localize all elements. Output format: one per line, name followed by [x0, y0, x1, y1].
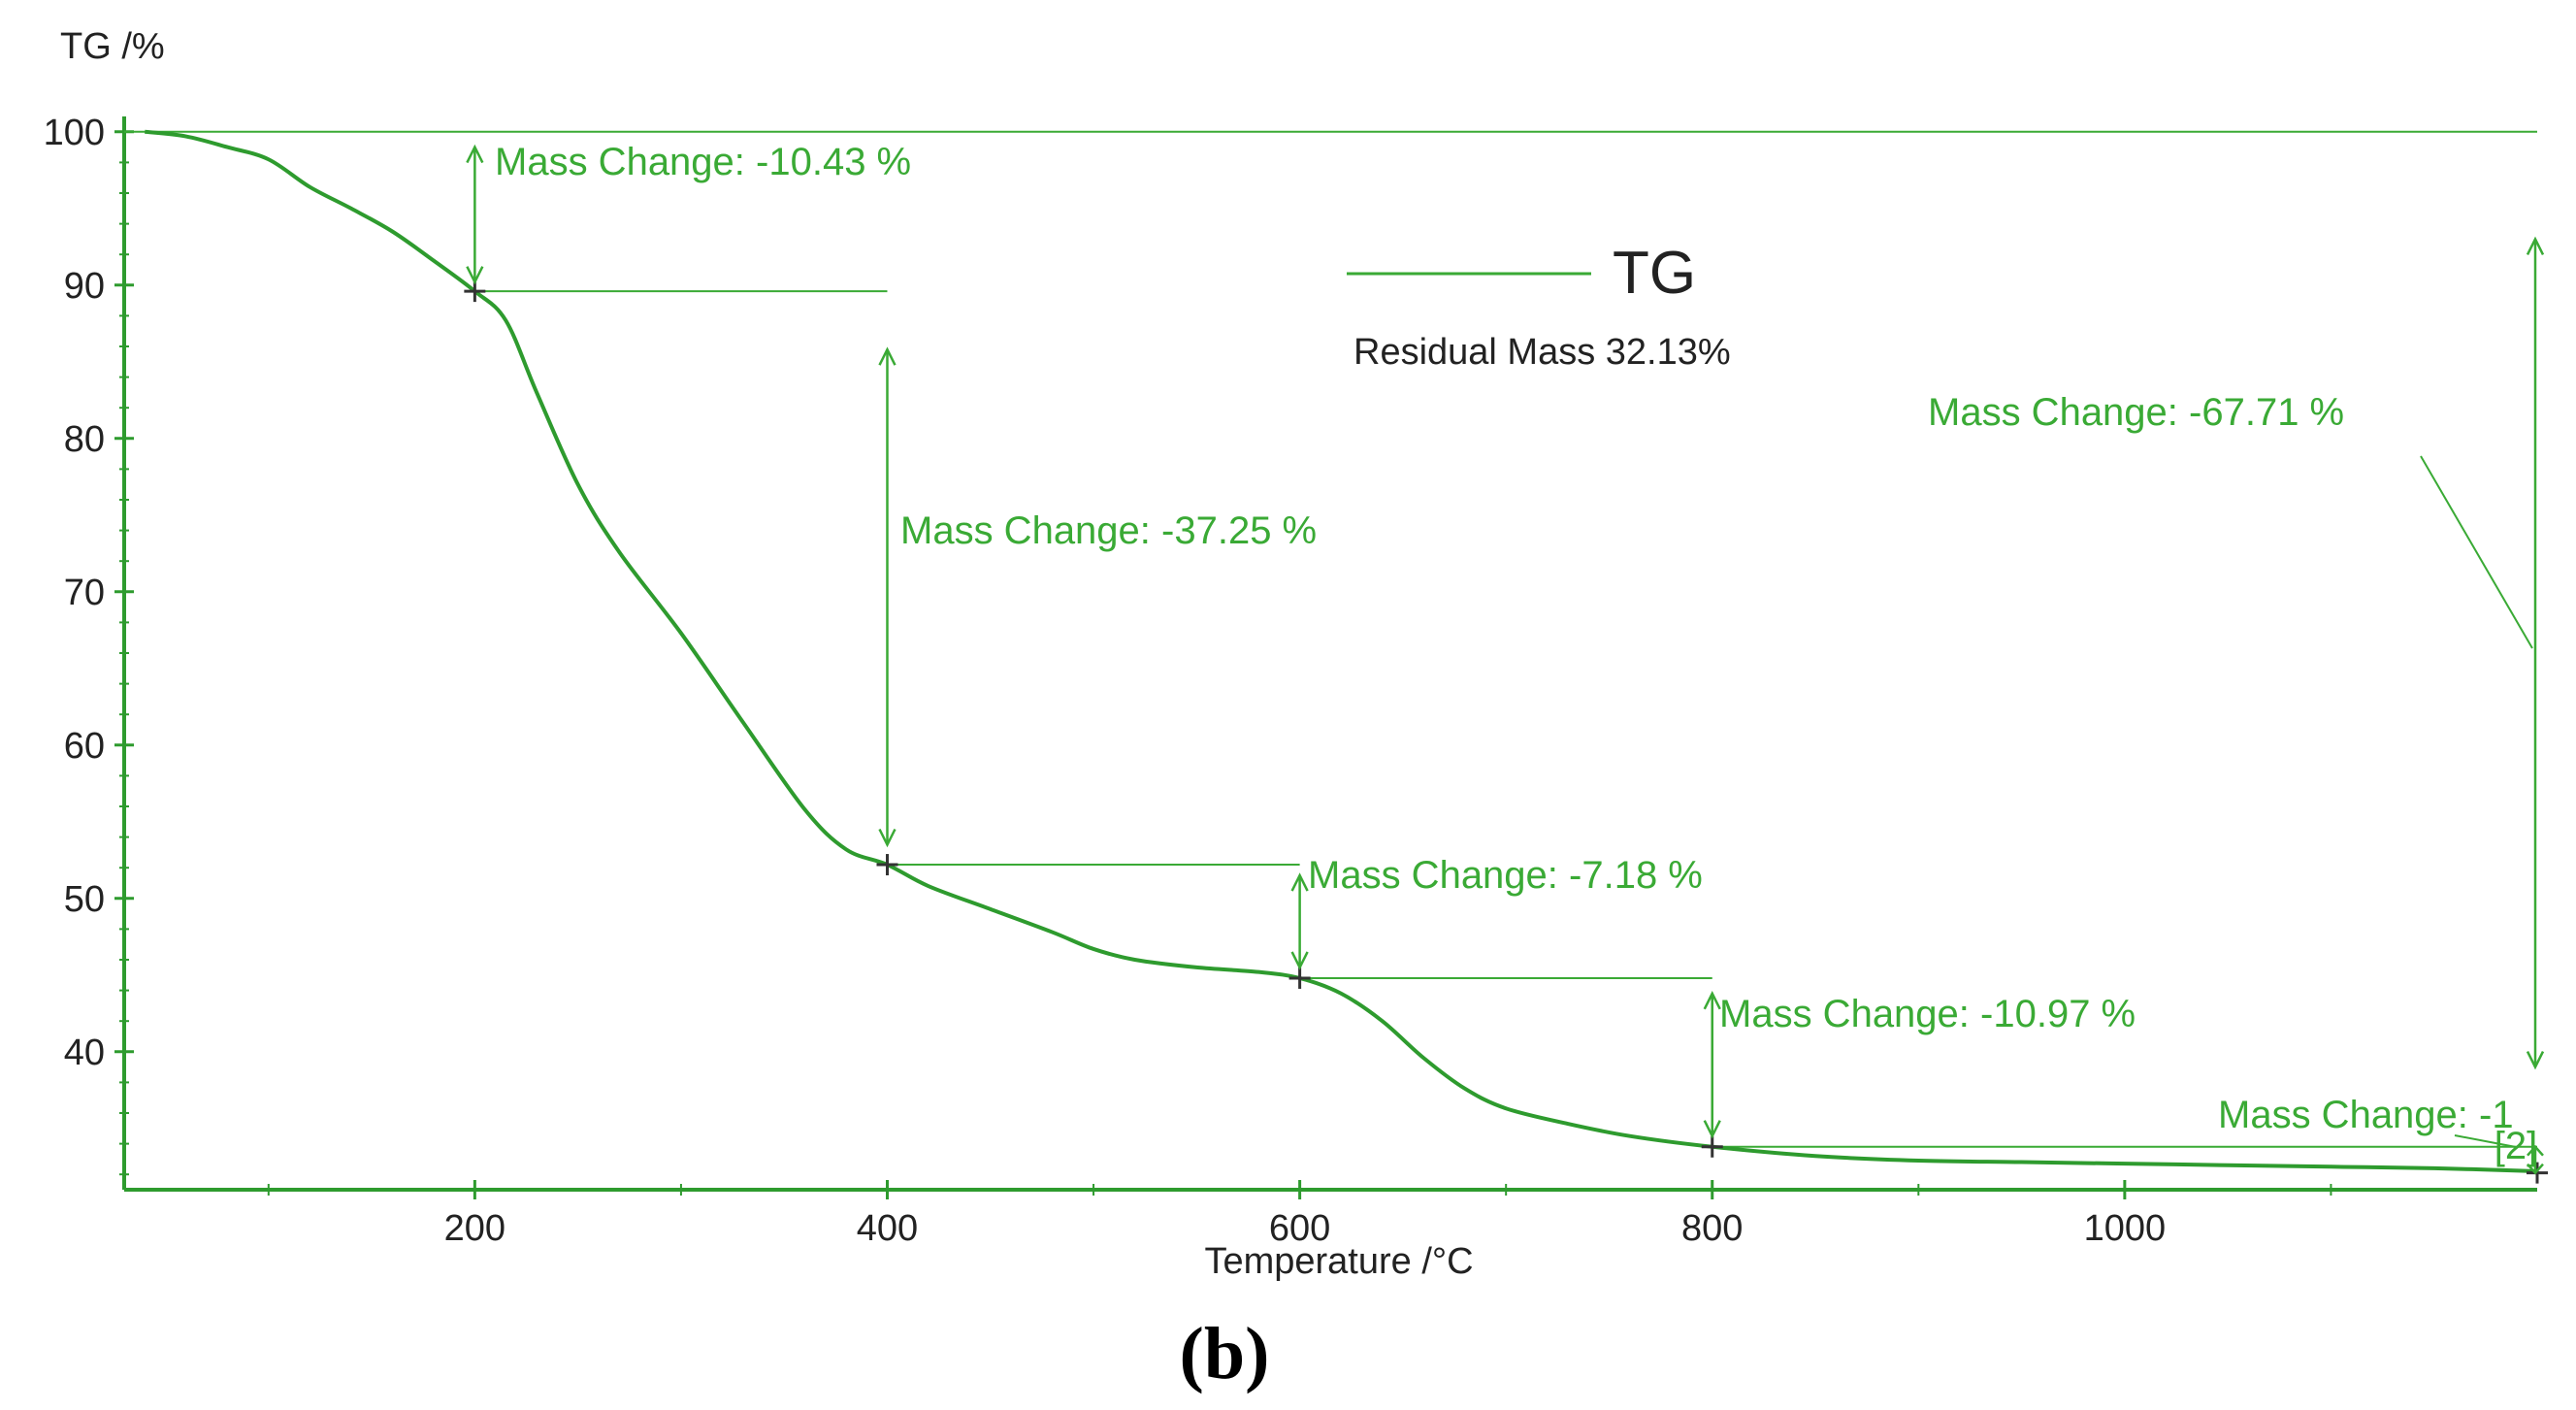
y-axis-title: TG /% — [60, 26, 165, 67]
x-tick-label: 400 — [857, 1208, 918, 1249]
y-tick-label: 60 — [64, 726, 105, 767]
mass-change-arrow-head-down — [466, 266, 484, 285]
y-tick-label: 80 — [64, 419, 105, 460]
mass-change-arrow-head-up — [466, 144, 484, 164]
mass-change-arrow-head-up — [1290, 872, 1309, 892]
mass-change-arrow-head-up — [878, 346, 897, 366]
mass-change-arrow-head-down — [2526, 1051, 2545, 1070]
y-tick-label: 70 — [64, 573, 105, 613]
y-tick-label: 50 — [64, 879, 105, 920]
series-group — [145, 129, 2538, 1174]
y-tick-label: 90 — [64, 266, 105, 307]
mass-change-label-6: Mass Change: -1 — [2218, 1094, 2514, 1136]
residual-mass-label: Residual Mass 32.13% — [1353, 332, 1731, 373]
tg-curve — [145, 129, 2538, 1174]
mass-change-label-3: Mass Change: -7.18 % — [1308, 854, 1703, 897]
mass-change-label-4: Mass Change: -10.97 % — [1719, 993, 2136, 1035]
mass-change-arrow-head-up — [1703, 990, 1721, 1010]
x-tick-label: 800 — [1681, 1208, 1743, 1249]
x-tick-label: 600 — [1269, 1208, 1330, 1249]
panel-label: (b) — [1180, 1313, 1270, 1394]
mass-change-arrow-head-down — [1703, 1120, 1721, 1139]
mass-change-arrow-head-down — [2527, 1163, 2544, 1175]
mass-change-arrow-head-up — [2526, 236, 2545, 255]
y-tick-label: 100 — [44, 113, 105, 153]
y-axis-ticks: 40 50 60 70 80 90 100 — [44, 113, 134, 1176]
marker-group — [464, 280, 2548, 1184]
y-tick-label: 40 — [64, 1033, 105, 1073]
mass-change-arrow-head-up — [2527, 1144, 2544, 1157]
x-axis-ticks: 200 400 600 800 1000 — [267, 1180, 2332, 1249]
mass-change-label-5: Mass Change: -67.71 % — [1928, 391, 2344, 434]
mass-change-label-2: Mass Change: -37.25 % — [900, 509, 1317, 552]
x-tick-label: 1000 — [2084, 1208, 2167, 1249]
x-axis-title: Temperature /°C — [1204, 1241, 1473, 1282]
mass-change-arrows — [466, 144, 2545, 1175]
mass-change-arrow-head-down — [878, 828, 897, 848]
leader-line-tag — [2454, 1134, 2517, 1148]
x-tick-label: 200 — [444, 1208, 505, 1249]
mass-change-label-1: Mass Change: -10.43 % — [495, 141, 911, 183]
legend-label: TG — [1613, 240, 1696, 307]
mass-change-arrow-head-down — [1290, 951, 1309, 970]
leader-line-67 — [2420, 455, 2533, 649]
reference-lines — [124, 130, 2537, 1148]
